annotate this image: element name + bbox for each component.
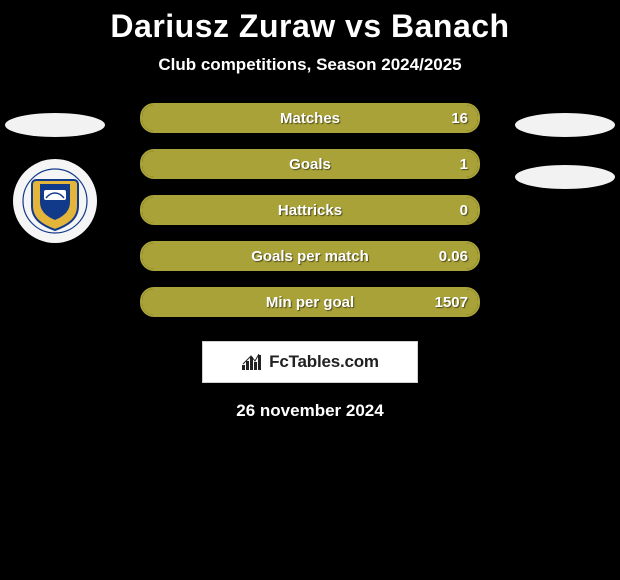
stat-label: Min per goal <box>266 294 354 311</box>
arka-crest-icon: ARKA <box>22 168 88 234</box>
page-title: Dariusz Zuraw vs Banach <box>0 0 620 45</box>
player-photo-placeholder <box>515 113 615 137</box>
stats-list: Matches 16 Goals 1 Hattricks 0 Goals per… <box>140 103 480 317</box>
stat-label: Hattricks <box>278 202 342 219</box>
stat-row: Goals 1 <box>140 149 480 179</box>
stat-label: Goals <box>289 156 331 173</box>
player-photo-placeholder <box>5 113 105 137</box>
left-player-column: ARKA <box>0 103 110 243</box>
branding-badge: FcTables.com <box>202 341 418 383</box>
brand-text: FcTables.com <box>269 352 379 372</box>
stat-value: 1507 <box>435 294 468 311</box>
page-subtitle: Club competitions, Season 2024/2025 <box>0 55 620 75</box>
snapshot-date: 26 november 2024 <box>0 401 620 421</box>
comparison-content: ARKA Matches 16 Goals 1 Hattricks 0 Goal… <box>0 103 620 421</box>
stat-label: Goals per match <box>251 248 369 265</box>
club-crest: ARKA <box>13 159 97 243</box>
stat-value: 16 <box>451 110 468 127</box>
club-crest-placeholder <box>515 165 615 189</box>
bars-icon <box>241 353 263 371</box>
right-player-column <box>510 103 620 189</box>
stat-value: 0 <box>460 202 468 219</box>
stat-row: Matches 16 <box>140 103 480 133</box>
svg-text:ARKA: ARKA <box>43 206 66 215</box>
stat-row: Hattricks 0 <box>140 195 480 225</box>
stat-value: 1 <box>460 156 468 173</box>
stat-row: Min per goal 1507 <box>140 287 480 317</box>
stat-label: Matches <box>280 110 340 127</box>
stat-row: Goals per match 0.06 <box>140 241 480 271</box>
stat-value: 0.06 <box>439 248 468 265</box>
